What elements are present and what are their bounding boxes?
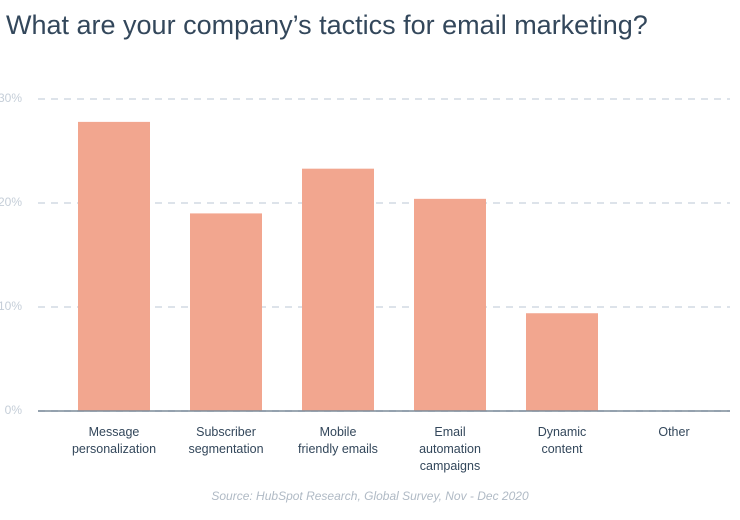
bar xyxy=(190,213,262,411)
y-tick-label: 20% xyxy=(0,195,22,209)
x-tick-label: Subscriber segmentation xyxy=(188,425,264,456)
chart-title: What are your company’s tactics for emai… xyxy=(6,10,648,40)
x-tick-label: Other xyxy=(658,425,690,439)
x-tick-label: Email automation campaigns xyxy=(419,425,481,473)
bar xyxy=(302,168,374,411)
x-tick-label: Message personalization xyxy=(71,425,157,456)
y-tick-label: 10% xyxy=(0,299,22,313)
source-note: Source: HubSpot Research, Global Survey,… xyxy=(211,489,529,503)
bar xyxy=(414,198,486,411)
y-tick-label: 30% xyxy=(0,91,22,105)
bar xyxy=(526,313,598,411)
y-tick-label: 0% xyxy=(5,403,23,417)
bar xyxy=(78,121,150,411)
x-tick-label: Dynamic content xyxy=(537,425,587,456)
x-tick-label: Mobile friendly emails xyxy=(298,425,378,456)
